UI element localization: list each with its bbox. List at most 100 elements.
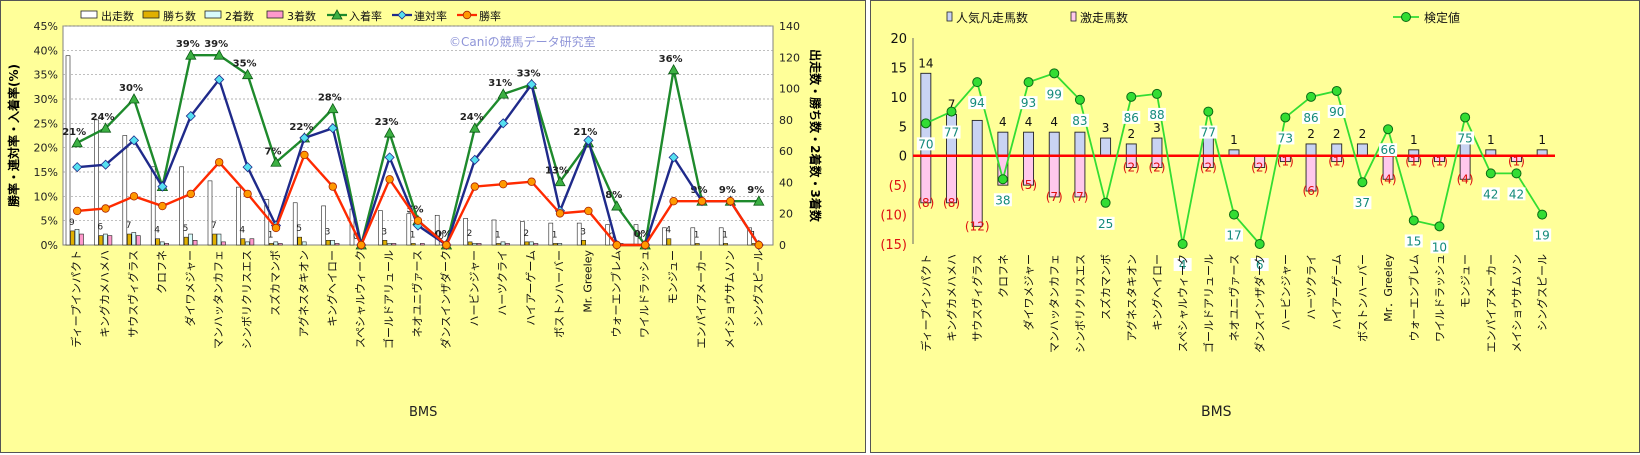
x-tick-label: シンボリクリスエス	[241, 250, 254, 349]
bar-出走数	[662, 227, 667, 246]
data-label-bg	[942, 125, 961, 139]
bar-data-label: 2	[523, 229, 529, 239]
marker-勝率	[243, 189, 252, 199]
bar-人気凡走馬数	[1074, 131, 1086, 157]
data-label-人気凡走馬数: 1	[1230, 133, 1238, 147]
bar-data-label: 2	[467, 229, 473, 239]
bar-2着数	[273, 241, 279, 246]
bar-2着数	[301, 241, 307, 246]
legend-marker	[1401, 12, 1411, 22]
x-tick-label: エンパイアメーカー	[695, 250, 708, 348]
marker-入着率	[241, 68, 254, 80]
data-label-bg	[1302, 110, 1321, 124]
data-label-bg	[1456, 131, 1475, 145]
data-label-入着率: 21%	[573, 127, 597, 138]
y-tick-label: 35%	[34, 69, 58, 82]
bar-3着数	[107, 235, 113, 246]
data-label-bg	[1096, 216, 1115, 230]
data-label-入着率: 30%	[119, 83, 143, 94]
data-label-bg	[993, 193, 1012, 207]
y-tick-label: 5%	[41, 215, 58, 228]
bar-人気凡走馬数	[997, 131, 1009, 157]
bar-data-label: 1	[552, 230, 558, 240]
data-label-入着率: 0%	[634, 229, 651, 240]
bar-勝ち数	[268, 243, 274, 246]
data-label-人気凡走馬数: 4	[1050, 115, 1058, 129]
legend-swatch	[204, 10, 222, 19]
data-label-人気凡走馬数: 3	[1153, 121, 1161, 135]
bar-人気凡走馬数	[1151, 137, 1163, 157]
marker-入着率	[71, 136, 83, 148]
data-label-激走馬数: (6)	[1303, 184, 1320, 198]
data-label-検定値: 73	[1278, 131, 1293, 145]
marker-勝率	[271, 223, 281, 233]
marker-連対率	[128, 135, 140, 146]
data-label-人気凡走馬数: 2	[1359, 127, 1367, 141]
bar-勝ち数	[723, 243, 729, 246]
data-label-入着率: 33%	[517, 68, 541, 79]
legend-label: 勝率	[479, 9, 501, 23]
x-tick-label: ハービンジャー	[1279, 254, 1292, 330]
marker-勝率	[555, 209, 565, 218]
bar-data-label: 1	[410, 230, 416, 240]
data-label-入着率: 36%	[659, 54, 683, 65]
bar-3着数	[419, 243, 425, 246]
bar-人気凡走馬数	[1048, 131, 1060, 157]
data-label-入着率: 23%	[375, 117, 399, 128]
legend-marker	[331, 9, 343, 20]
y-tick-label: (5)	[889, 179, 907, 194]
x-tick-label: モンジュー	[1459, 254, 1472, 308]
bar-data-label: 3	[580, 227, 586, 237]
marker-入着率	[383, 127, 396, 138]
data-label-人気凡走馬数: 2	[1333, 127, 1341, 141]
legend-label: 人気凡走馬数	[956, 10, 1028, 25]
bar-3着数	[79, 233, 84, 246]
data-label-激走馬数: (7)	[1071, 190, 1088, 204]
marker-勝率	[186, 189, 195, 199]
x-tick-label: マンハッタンカフェ	[1048, 254, 1061, 353]
marker-入着率	[99, 122, 112, 133]
marker-検定値	[1357, 177, 1368, 188]
data-label-激走馬数: (12)	[965, 219, 990, 233]
marker-連対率	[498, 118, 509, 129]
data-label-入着率: 9%	[719, 185, 736, 196]
marker-勝率	[442, 240, 451, 250]
marker-勝率	[669, 196, 678, 206]
x-tick-label: ハイアーゲーム	[1331, 254, 1344, 330]
data-label-人気凡走馬数: 1	[1538, 133, 1546, 147]
marker-入着率	[554, 175, 566, 187]
legend-label: 2着数	[225, 9, 254, 23]
x-tick-label: ダンスインザダーク	[1253, 254, 1267, 353]
x-tick-label: ボストンハーバー	[1356, 254, 1369, 342]
bar-3着数	[476, 243, 482, 246]
bar-2着数	[500, 241, 506, 246]
data-label-bg	[1379, 143, 1398, 157]
data-label-人気凡走馬数: 3	[1102, 121, 1110, 135]
bar-2着数	[131, 232, 137, 246]
data-label-人気凡走馬数: 1	[1487, 133, 1495, 147]
left-chart-panel: 0% 5% 10% 15% 20% 25% 30% 35% 40% 45% 0 20 40 60 80 100…	[0, 0, 866, 453]
bar-data-label: 6	[97, 223, 103, 233]
data-label-検定値: 86	[1124, 111, 1139, 125]
data-label-bg	[1250, 258, 1269, 271]
x-tick-label: キングカメハメハ	[98, 250, 112, 338]
x-tick-label: アグネスタキオン	[1124, 254, 1138, 341]
y-tick-label: 15	[890, 61, 907, 76]
bar-3着数	[164, 243, 169, 246]
bar-3着数	[221, 241, 226, 246]
data-label-激走馬数: (2)	[1148, 160, 1165, 174]
marker-入着率	[497, 88, 509, 99]
data-label-bg	[1276, 131, 1295, 145]
x-tick-label: ディープインパクト	[69, 250, 83, 348]
x-tick-label: ハイアーゲーム	[525, 250, 538, 326]
x-tick-label: ディープインパクト	[919, 254, 933, 352]
data-label-入着率: 24%	[91, 112, 115, 123]
marker-連対率	[100, 159, 111, 170]
data-label-bg	[1404, 234, 1423, 248]
x-tick-label: シンボリクリスエス	[1074, 254, 1087, 353]
data-label-bg	[1327, 104, 1346, 118]
legend-label: 激走馬数	[1080, 10, 1128, 25]
bar-出走数	[292, 202, 298, 246]
x-tick-label: ダイワメジャー	[1022, 254, 1036, 330]
data-label-激走馬数: (2)	[1200, 160, 1217, 174]
